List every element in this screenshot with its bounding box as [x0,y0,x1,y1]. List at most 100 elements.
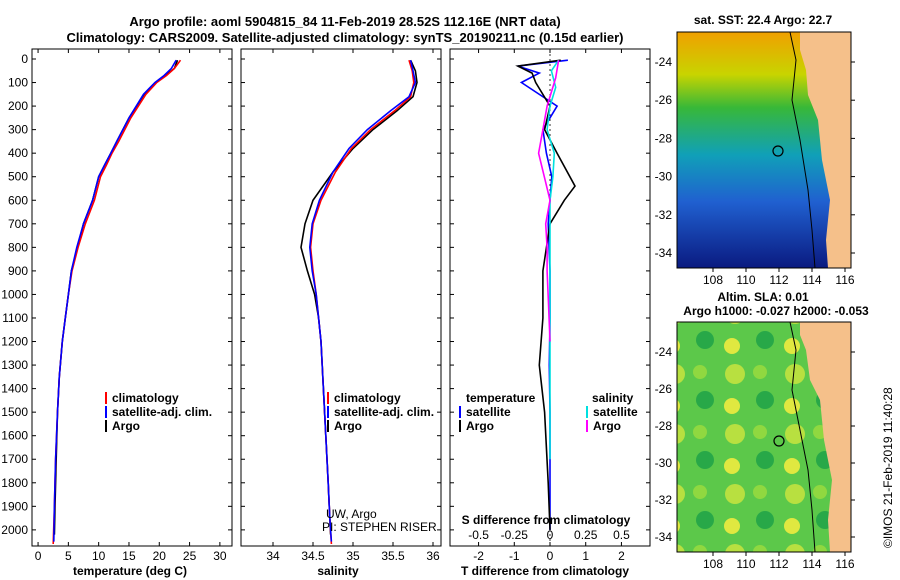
series-line-climatology [309,59,415,545]
x-tick-label: 35.5 [381,549,405,563]
salinity-xlabel: salinity [317,564,359,578]
difference-legend: temperature satellite Argo salinity sate… [459,391,638,433]
sst-lat-axis: -24 -26 -28 -30 -32 -34 [655,55,855,260]
sst-map-frame [676,31,852,269]
lon-tick-label: 116 [835,557,854,571]
depth-tick-label: 1400 [1,382,28,396]
lat-tick-label: -30 [655,456,673,470]
sla-map-title2: Argo h1000: -0.027 h2000: -0.053 [683,304,869,318]
sst-lon-axis: 108 110 112 114 116 [703,268,855,287]
lon-tick-label: 112 [769,557,788,571]
lat-tick-label: -24 [655,345,673,359]
diff-legend-salinity: salinity [592,391,634,405]
lon-tick-label: 108 [703,273,723,287]
sla-isobath [789,321,816,553]
s-tick-label: 0.25 [574,528,598,542]
diff-legend-t-satellite: satellite [466,405,511,419]
lat-tick-label: -28 [655,419,673,433]
lat-tick-label: -32 [655,493,673,507]
series-line-argo [53,59,179,535]
depth-tick-label: 700 [8,217,28,231]
series-line-satellite-adj-clim- [53,59,177,542]
temperature-legend: climatology satellite-adj. clim. Argo [105,391,212,433]
depth-tick-label: 1700 [1,452,28,466]
diff-legend-temperature: temperature [466,391,536,405]
lat-tick-label: -24 [655,55,673,69]
sst-map [676,31,852,269]
depth-tick-label: 900 [8,264,28,278]
header-line2: Climatology: CARS2009. Satellite-adjuste… [66,30,623,45]
legend-climatology-label: climatology [334,391,401,405]
depth-axis: 0 100 200 300 400 500 600 700 800 900 1000 1100 1200… [1,52,650,537]
salinity-legend: climatology satellite-adj. clim. Argo [327,391,434,433]
depth-tick-label: 1100 [2,311,28,325]
x-tick-label: 1 [582,549,589,563]
salinity-panel-frame [240,48,442,547]
lon-tick-label: 108 [703,557,723,571]
lat-tick-label: -28 [655,131,673,145]
series-line-climatology [52,59,182,545]
lat-tick-label: -30 [655,170,673,184]
series-line-t-argo [515,59,576,530]
diff-legend-s-satellite: satellite [593,405,638,419]
x-tick-label: 30 [213,549,227,563]
sst-isobath [789,31,816,269]
legend-argo-label: Argo [112,419,140,433]
sla-lat-axis: -24 -26 -28 -30 -32 -34 [655,345,855,544]
diff-legend-s-argo: Argo [593,419,621,433]
x-tick-label: 36 [426,549,440,563]
x-tick-label: 35 [346,549,360,563]
x-tick-label: 25 [183,549,197,563]
temperature-xlabel: temperature (deg C) [73,564,187,578]
s-tick-label: 0.5 [613,528,630,542]
lat-tick-label: -26 [655,382,673,396]
difference-plot: -2 -1 0 1 2 [473,49,625,563]
x-tick-label: 10 [92,549,106,563]
sla-map-title1: Altim. SLA: 0.01 [717,290,809,304]
x-tick-label: 5 [65,549,72,563]
depth-tick-label: 300 [8,123,28,137]
x-tick-label: 2 [618,549,625,563]
x-tick-label: 15 [122,549,136,563]
salinity-plot: 34 34.5 35 35.5 36 [266,49,440,563]
sla-land [800,322,851,552]
lon-tick-label: 116 [835,273,854,287]
sla-lon-axis: 108 110 112 114 116 [703,552,855,571]
series-line-satellite-adj-clim- [308,60,417,542]
s-tick-label: 0 [547,528,554,542]
sla-argo-location-marker [773,435,785,447]
s-tick-label: -0.25 [501,528,529,542]
diff-legend-t-argo: Argo [466,419,494,433]
depth-tick-label: 800 [8,240,28,254]
lat-tick-label: -32 [655,208,673,222]
depth-tick-label: 1300 [1,358,28,372]
temperature-panel-frame [31,48,233,547]
lon-tick-label: 110 [736,273,755,287]
credit-line2: PI: STEPHEN RISER [322,520,437,534]
lat-tick-label: -34 [655,246,673,260]
x-tick-label: 20 [153,549,167,563]
sst-argo-location-marker [772,145,784,157]
depth-tick-label: 600 [8,193,28,207]
depth-tick-label: 400 [8,146,28,160]
depth-tick-label: 1500 [1,405,28,419]
imos-watermark: ©IMOS 21-Feb-2019 11:40:28 [881,387,895,548]
x-tick-label: 0 [547,549,554,563]
series-line-s-argo [537,60,560,342]
depth-tick-label: 1600 [1,429,28,443]
depth-tick-label: 0 [21,52,28,66]
depth-tick-label: 1800 [1,476,28,490]
lon-tick-label: 112 [769,273,788,287]
depth-tick-label: 100 [8,76,28,90]
legend-satellite-label: satellite-adj. clim. [112,405,212,419]
s-difference-xlabel: S difference from climatology [462,513,631,527]
depth-tick-label: 200 [8,99,28,113]
lon-tick-label: 114 [802,273,821,287]
x-tick-label: 0 [35,549,42,563]
lon-tick-label: 114 [802,557,821,571]
header-line1: Argo profile: aoml 5904815_84 11-Feb-201… [129,14,560,29]
depth-tick-label: 1900 [1,499,28,513]
x-tick-label: -2 [473,549,484,563]
x-tick-label: -1 [509,549,520,563]
